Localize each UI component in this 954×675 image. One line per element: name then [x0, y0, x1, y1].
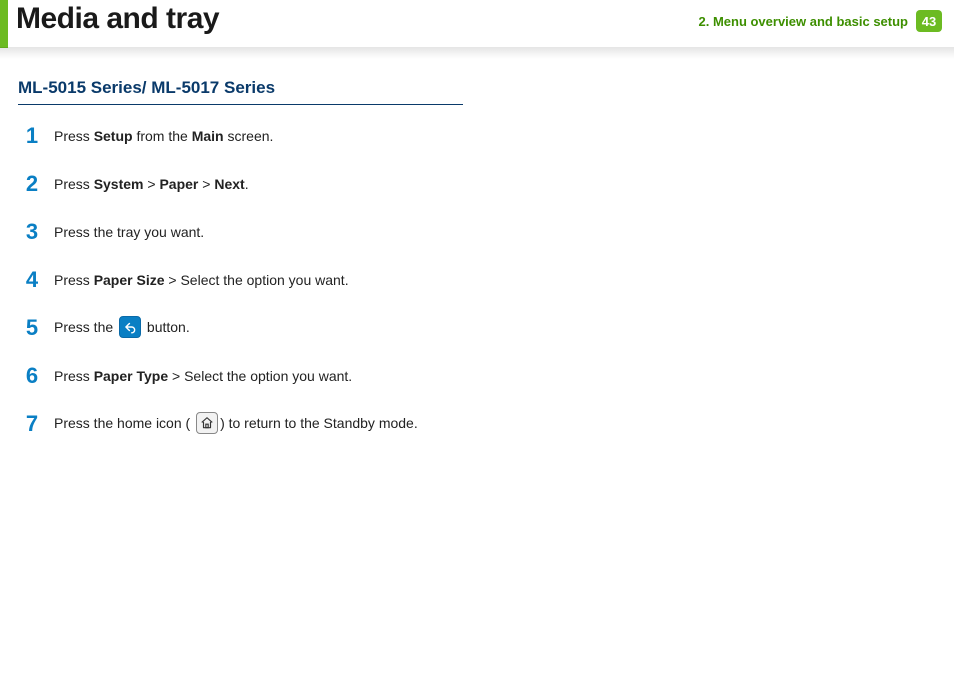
back-icon [119, 316, 141, 338]
step-text: Press the button. [54, 317, 190, 339]
section-title: ML-5015 Series/ ML-5017 Series [18, 78, 463, 105]
step-number: 1 [18, 123, 46, 149]
page-number-badge: 43 [916, 10, 942, 32]
page-header: Media and tray 2. Menu overview and basi… [0, 0, 954, 48]
breadcrumb: 2. Menu overview and basic setup [698, 14, 908, 29]
step-row: 5 Press the button. [18, 315, 936, 341]
header-right: 2. Menu overview and basic setup 43 [698, 10, 942, 32]
home-icon [196, 412, 218, 434]
page-title: Media and tray [16, 2, 219, 36]
step-row: 2 Press System > Paper > Next. [18, 171, 936, 197]
step-text: Press System > Paper > Next. [54, 174, 249, 195]
step-number: 4 [18, 267, 46, 293]
step-number: 5 [18, 315, 46, 341]
content-area: ML-5015 Series/ ML-5017 Series 1 Press Se… [18, 78, 936, 459]
step-text: Press Setup from the Main screen. [54, 126, 273, 147]
step-number: 2 [18, 171, 46, 197]
step-row: 3 Press the tray you want. [18, 219, 936, 245]
step-text: Press Paper Size > Select the option you… [54, 270, 349, 291]
step-row: 6 Press Paper Type > Select the option yo… [18, 363, 936, 389]
step-number: 6 [18, 363, 46, 389]
steps-list: 1 Press Setup from the Main screen. 2 Press… [18, 123, 936, 437]
step-row: 7 Press the home icon ( ) to return to th… [18, 411, 936, 437]
step-number: 3 [18, 219, 46, 245]
step-text: Press the tray you want. [54, 222, 204, 243]
step-row: 4 Press Paper Size > Select the option yo… [18, 267, 936, 293]
step-row: 1 Press Setup from the Main screen. [18, 123, 936, 149]
step-text: Press the home icon ( ) to return to the… [54, 413, 418, 435]
step-number: 7 [18, 411, 46, 437]
header-shadow [0, 47, 954, 59]
step-text: Press Paper Type > Select the option you… [54, 366, 352, 387]
